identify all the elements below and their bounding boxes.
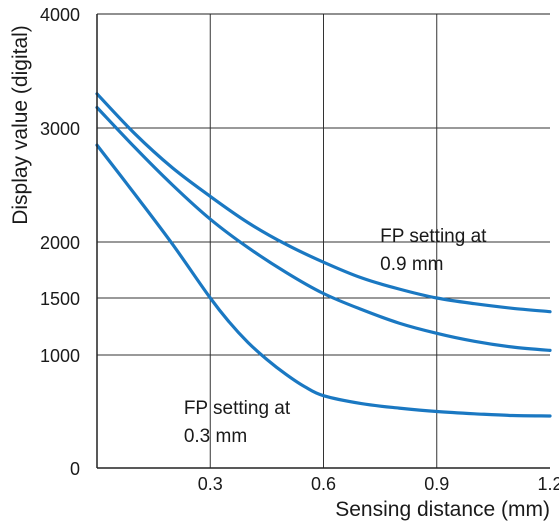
- plot-frame: [96, 13, 550, 469]
- y-tick-label: 1000: [40, 346, 80, 366]
- series-line-1: [95, 92, 552, 314]
- y-tick-label: 0: [70, 459, 80, 479]
- y-tick-label: 3000: [40, 119, 80, 139]
- y-tick-label: 1500: [40, 289, 80, 309]
- x-tick-labels: 0.3 0.6 0.9 1.2: [198, 474, 559, 494]
- y-tick-label: 4000: [40, 5, 80, 25]
- series-line-3: [95, 143, 552, 418]
- annotation-2-line-1: FP setting at: [184, 398, 291, 419]
- y-tick-label: 2000: [40, 233, 80, 253]
- series-group: [95, 92, 552, 418]
- y-tick-labels: 0 1000 1500 2000 3000 4000: [40, 5, 80, 479]
- x-tick-label: 0.9: [424, 474, 449, 494]
- x-tick-label: 1.2: [537, 474, 559, 494]
- annotation-1-line-1: FP setting at: [380, 226, 487, 247]
- x-axis-label: Sensing distance (mm): [335, 498, 550, 521]
- annotations: FP setting at 0.9 mm FP setting at 0.3 mm: [184, 226, 487, 447]
- series-line-2: [95, 105, 552, 352]
- annotation-1-line-2: 0.9 mm: [380, 254, 443, 275]
- y-axis-label: Display value (digital): [9, 25, 32, 225]
- x-tick-label: 0.3: [198, 474, 223, 494]
- x-tick-label: 0.6: [311, 474, 336, 494]
- annotation-2-line-2: 0.3 mm: [184, 426, 247, 447]
